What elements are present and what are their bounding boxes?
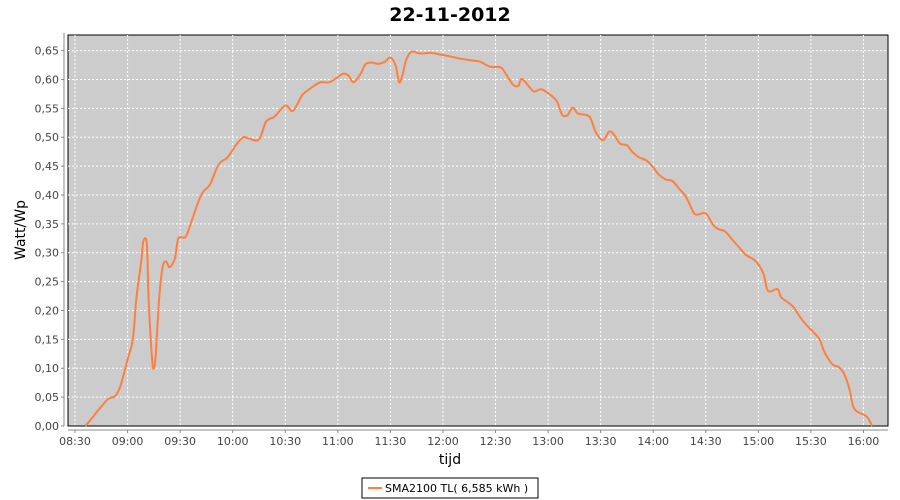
y-tick-label: 0,50 [35, 131, 60, 144]
y-axis-label: Watt/Wp [13, 200, 29, 260]
x-tick-label: 13:30 [585, 435, 617, 448]
y-tick-label: 0,35 [35, 218, 60, 231]
x-tick-label: 10:00 [217, 435, 249, 448]
series-layer [84, 50, 874, 427]
x-tick-label: 12:30 [480, 435, 512, 448]
x-tick-label: 09:00 [112, 435, 144, 448]
x-tick-label: 15:00 [742, 435, 774, 448]
y-tick-label: 0,30 [35, 247, 60, 260]
x-tick-label: 11:30 [375, 435, 407, 448]
x-tick-label: 16:00 [848, 435, 880, 448]
y-tick-label: 0,45 [35, 160, 60, 173]
grid [68, 35, 888, 426]
legend-box [361, 477, 539, 499]
y-tick-label: 0,05 [35, 391, 60, 404]
x-tick-label: 15:30 [795, 435, 827, 448]
y-tick-label: 0,65 [35, 45, 60, 58]
legend-label: SMA2100 TL( 6,585 kWh ) [385, 482, 528, 495]
y-tick-label: 0,00 [35, 420, 60, 433]
x-tick-label: 13:00 [532, 435, 564, 448]
y-tick-label: 0,20 [35, 304, 60, 317]
series-line [84, 50, 874, 427]
x-axis-label: tijd [439, 452, 461, 468]
chart-title: 22-11-2012 [389, 4, 511, 26]
x-tick-label: 14:00 [637, 435, 669, 448]
x-tick-label: 10:30 [269, 435, 301, 448]
x-tick-label: 09:30 [164, 435, 196, 448]
y-tick-label: 0,10 [35, 362, 60, 375]
x-tick-label: 11:00 [322, 435, 354, 448]
y-tick-label: 0,25 [35, 276, 60, 289]
y-tick-label: 0,40 [35, 189, 60, 202]
x-tick-label: 08:30 [59, 435, 91, 448]
x-tick-label: 14:30 [690, 435, 722, 448]
plot-area [67, 34, 889, 427]
y-tick-label: 0,55 [35, 102, 60, 115]
x-tick-label: 12:00 [427, 435, 459, 448]
y-tick-label: 0,60 [35, 73, 60, 86]
legend: SMA2100 TL( 6,585 kWh ) [361, 477, 539, 499]
y-tick-label: 0,15 [35, 333, 60, 346]
axes: 08:30 09:00 09:30 10:00 10:30 11:00 11:30 12:00… [35, 33, 888, 448]
